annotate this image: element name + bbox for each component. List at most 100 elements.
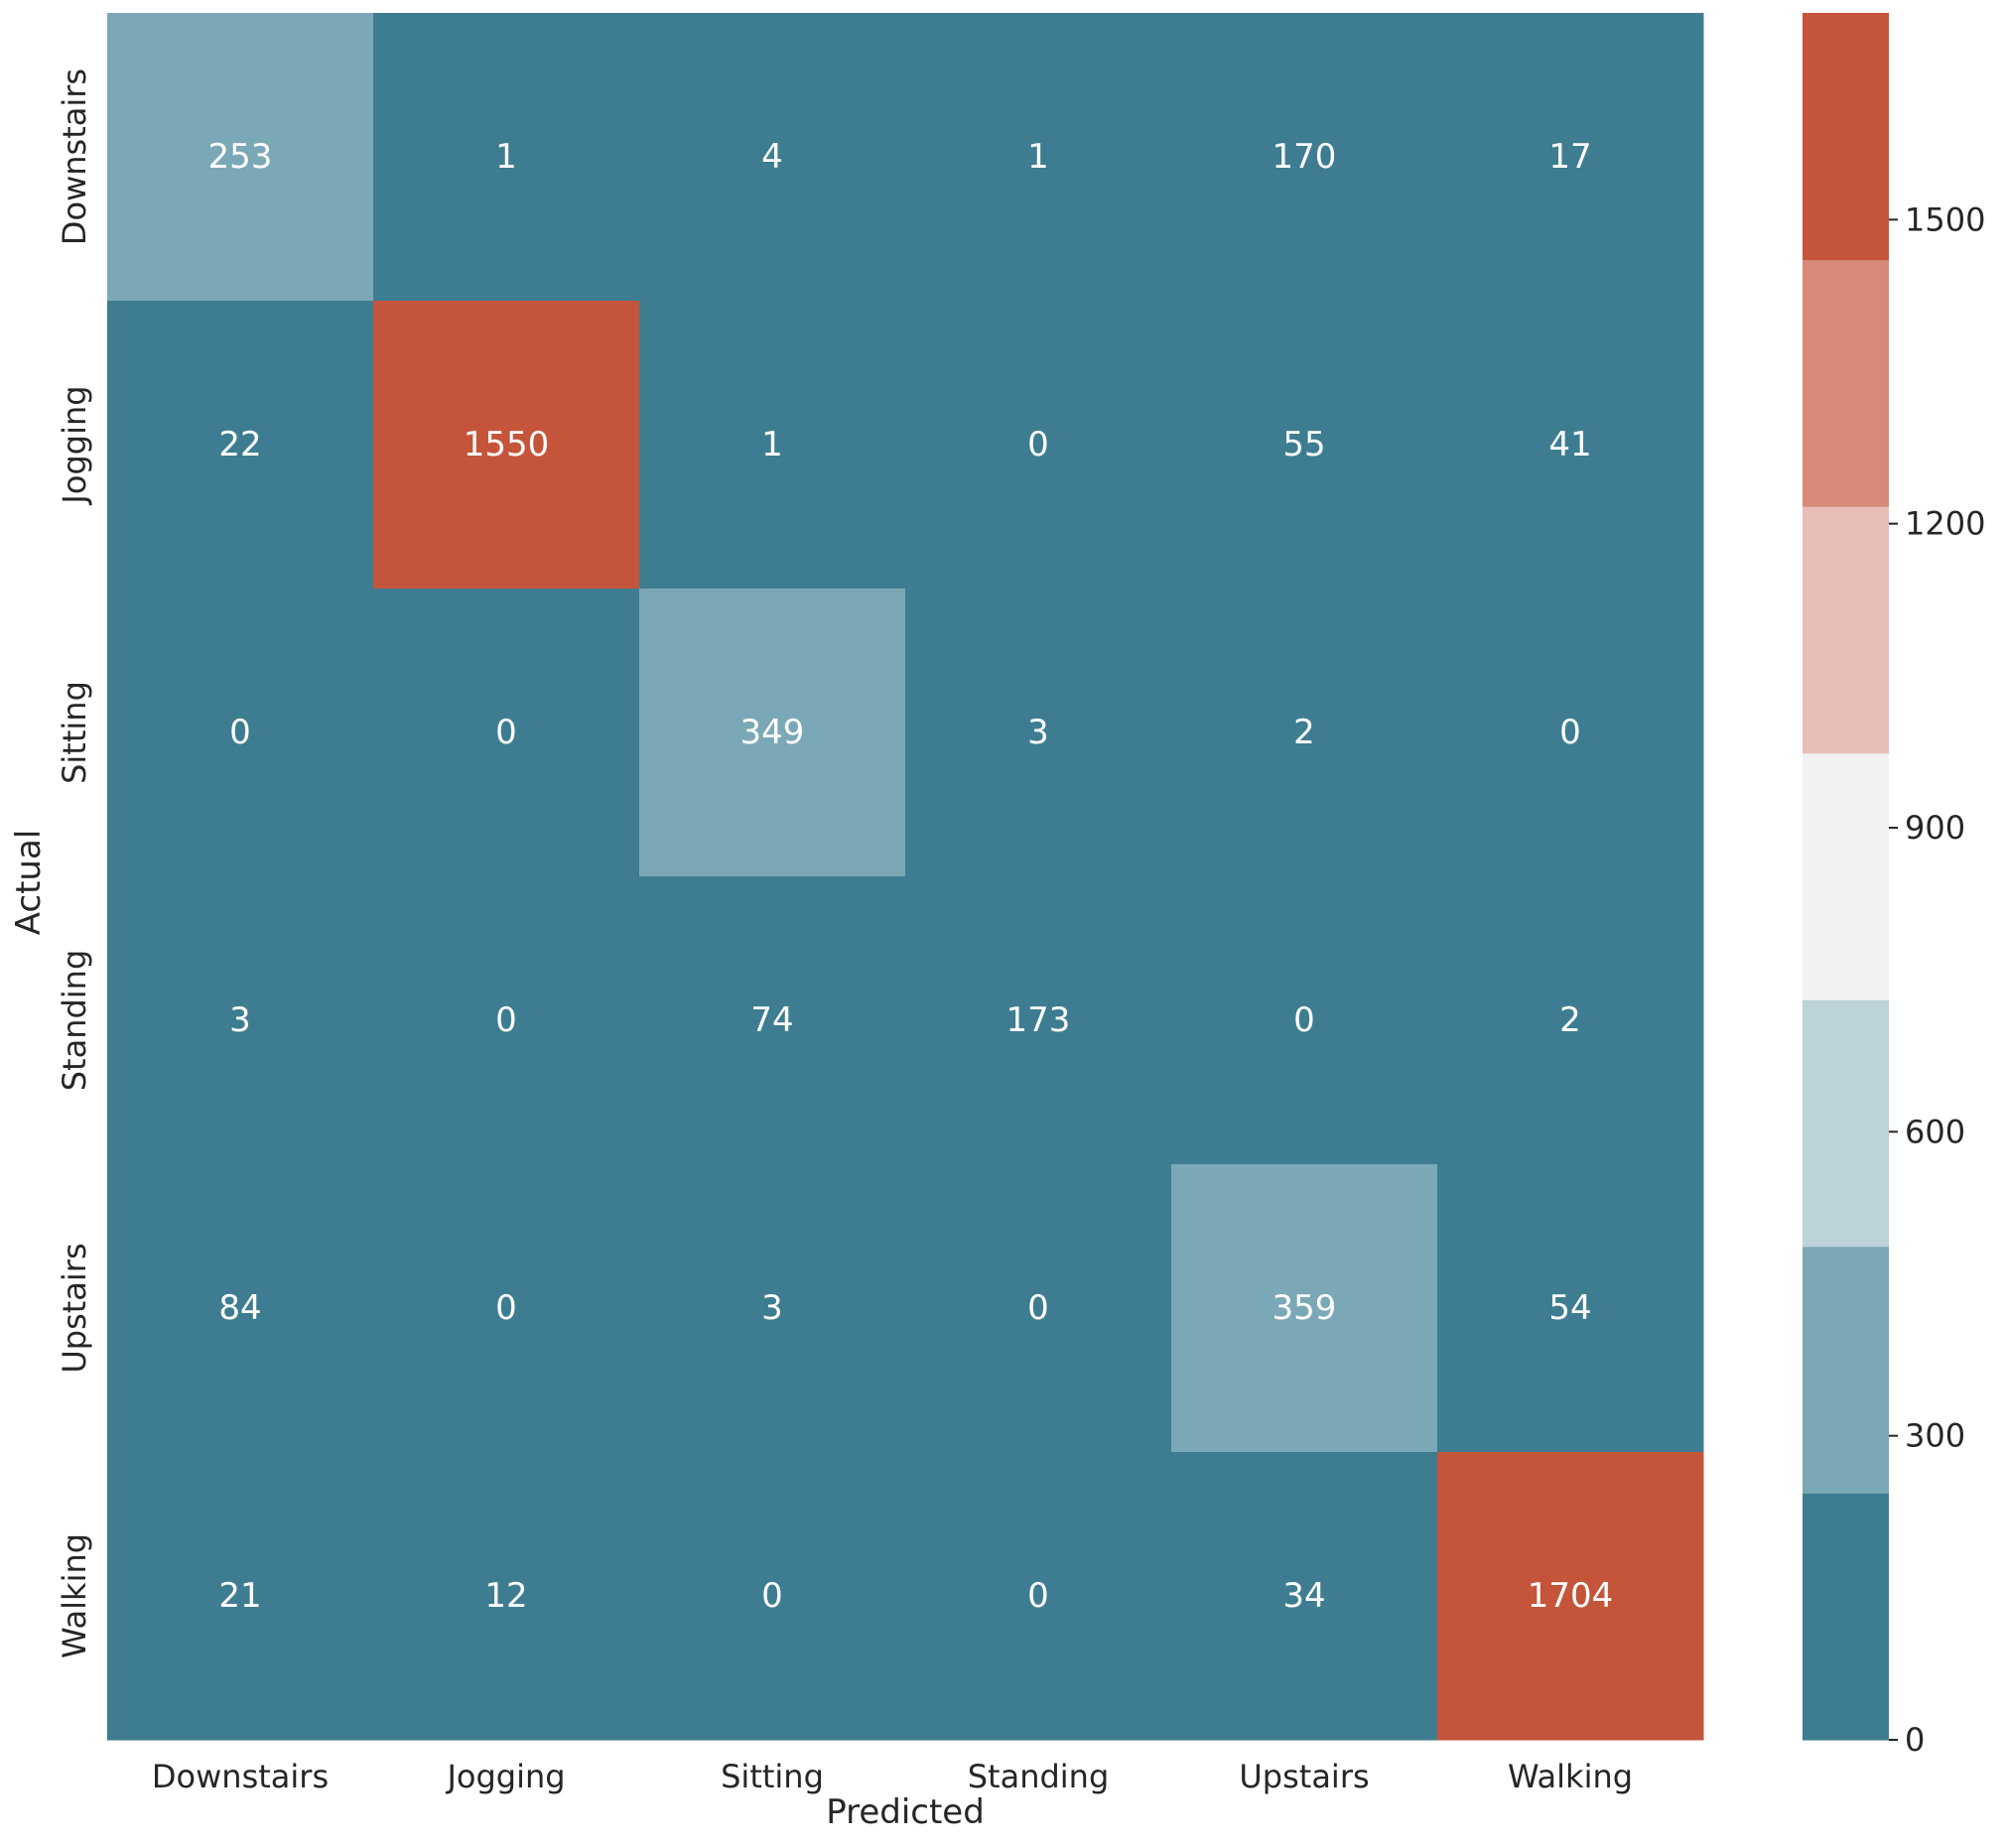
cell-value-label: 54 [1548, 1288, 1591, 1328]
x-tick-label: Jogging [445, 1758, 565, 1795]
heatmap-cell-1-2 [639, 301, 906, 590]
cell-value-label: 55 [1282, 425, 1325, 464]
x-tick-label: Walking [1508, 1758, 1633, 1795]
heatmap-cell-2-0 [107, 589, 374, 877]
colorbar-band [1803, 13, 1889, 261]
cell-value-label: 359 [1272, 1288, 1337, 1328]
colorbar-band [1803, 1246, 1889, 1494]
cell-value-label: 253 [208, 137, 273, 177]
cell-value-label: 1 [1027, 137, 1049, 177]
heatmap-cell-1-1 [373, 301, 640, 590]
cell-value-label: 0 [761, 1576, 783, 1616]
heatmap-cell-4-3 [905, 1164, 1172, 1453]
heatmap-cell-1-3 [905, 301, 1172, 590]
cell-value-label: 1704 [1528, 1576, 1614, 1616]
cell-value-label: 0 [495, 713, 517, 752]
heatmap-cell-5-3 [905, 1452, 1172, 1741]
cell-value-label: 4 [761, 137, 783, 177]
cell-value-label: 17 [1548, 137, 1591, 177]
heatmap-cell-4-5 [1437, 1164, 1704, 1453]
cell-value-label: 1 [761, 425, 783, 464]
heatmap-cell-2-2 [639, 589, 906, 877]
y-tick-label: Upstairs [56, 1243, 93, 1373]
cell-value-label: 1550 [464, 425, 550, 464]
cell-value-label: 0 [1027, 1288, 1049, 1328]
colorbar [1803, 13, 1889, 1741]
heatmap-cell-2-1 [373, 589, 640, 877]
heatmap-cell-0-0 [107, 13, 374, 302]
colorbar-tick-labels: 0 300 600 900 1200 1500 [1889, 200, 1985, 1759]
cell-value-label: 0 [1027, 425, 1049, 464]
y-tick-label: Standing [56, 950, 93, 1092]
colorbar-band [1803, 259, 1889, 507]
cell-value-label: 41 [1548, 425, 1591, 464]
heatmap-cell-5-2 [639, 1452, 906, 1741]
heatmap-cell-0-1 [373, 13, 640, 302]
cell-value-label: 21 [218, 1576, 261, 1616]
x-axis-tick-labels: Downstairs Jogging Sitting Standing Upstairs… [152, 1758, 1633, 1795]
heatmap-cell-4-2 [639, 1164, 906, 1453]
heatmap-cell-3-2 [639, 876, 906, 1165]
cell-value-label: 3 [761, 1288, 783, 1328]
colorbar-tick-label: 0 [1905, 1721, 1925, 1759]
heatmap-cell-5-1 [373, 1452, 640, 1741]
cell-value-label: 0 [1293, 1000, 1315, 1040]
cell-value-label: 173 [1006, 1000, 1071, 1040]
heatmap-cell-2-5 [1437, 589, 1704, 877]
heatmap-cell-1-5 [1437, 301, 1704, 590]
colorbar-band [1803, 752, 1889, 1000]
heatmap-cell-0-2 [639, 13, 906, 302]
x-tick-label: Standing [968, 1758, 1110, 1795]
cell-value-label: 0 [495, 1288, 517, 1328]
heatmap-cell-0-4 [1171, 13, 1438, 302]
colorbar-tick-label: 1200 [1905, 505, 1985, 543]
colorbar-band [1803, 999, 1889, 1248]
cell-value-label: 3 [1027, 713, 1049, 752]
heatmap-cell-0-3 [905, 13, 1172, 302]
heatmap-cell-2-4 [1171, 589, 1438, 877]
cell-value-label: 74 [750, 1000, 793, 1040]
cell-value-label: 1 [495, 137, 517, 177]
cell-value-label: 0 [1027, 1576, 1049, 1616]
colorbar-tick-label: 600 [1905, 1113, 1965, 1150]
heatmap-cell-1-4 [1171, 301, 1438, 590]
cell-value-label: 2 [1559, 1000, 1581, 1040]
colorbar-tick-label: 300 [1905, 1417, 1965, 1455]
cell-value-label: 0 [229, 713, 251, 752]
heatmap-cell-5-5 [1437, 1452, 1704, 1741]
cell-value-label: 170 [1272, 137, 1337, 177]
heatmap-cell-4-0 [107, 1164, 374, 1453]
heatmap-cell-0-5 [1437, 13, 1704, 302]
heatmap-cell-3-5 [1437, 876, 1704, 1165]
x-tick-label: Upstairs [1239, 1758, 1369, 1795]
y-tick-label: Walking [56, 1533, 93, 1658]
y-axis-title: Actual [9, 830, 49, 936]
heatmap-cell-1-0 [107, 301, 374, 590]
x-axis-title: Predicted [826, 1792, 985, 1832]
colorbar-band [1803, 1493, 1889, 1741]
heatmap-cell-4-4 [1171, 1164, 1438, 1453]
heatmap-cell-3-1 [373, 876, 640, 1165]
heatmap-cell-3-3 [905, 876, 1172, 1165]
y-tick-label: Sitting [56, 681, 93, 784]
cell-value-label: 34 [1282, 1576, 1325, 1616]
cell-value-label: 349 [740, 713, 805, 752]
cell-value-label: 84 [218, 1288, 261, 1328]
heatmap-cells [107, 13, 1704, 1741]
colorbar-band [1803, 506, 1889, 754]
x-tick-label: Sitting [721, 1758, 824, 1795]
y-tick-label: Jogging [56, 385, 93, 505]
heatmap-cell-4-1 [373, 1164, 640, 1453]
heatmap-cell-5-0 [107, 1452, 374, 1741]
cell-value-label: 22 [218, 425, 261, 464]
colorbar-tick-label: 1500 [1905, 200, 1985, 238]
cell-value-label: 3 [229, 1000, 251, 1040]
heatmap-cell-3-4 [1171, 876, 1438, 1165]
cell-value-label: 0 [1559, 713, 1581, 752]
heatmap-cell-5-4 [1171, 1452, 1438, 1741]
heatmap-cell-2-3 [905, 589, 1172, 877]
cell-value-label: 0 [495, 1000, 517, 1040]
x-tick-label: Downstairs [152, 1758, 329, 1795]
